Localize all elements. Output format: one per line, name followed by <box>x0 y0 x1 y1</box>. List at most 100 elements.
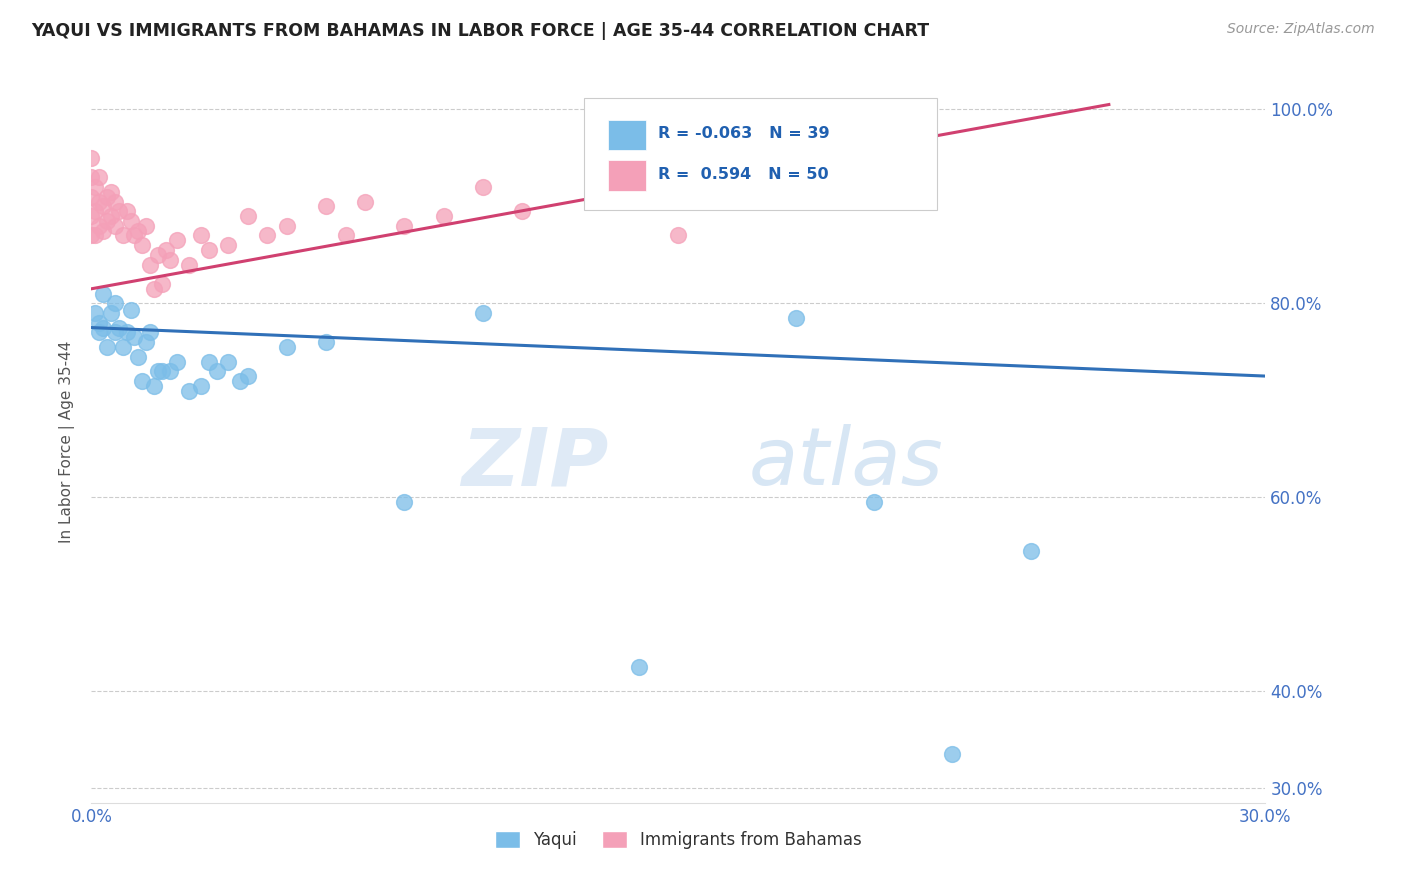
Point <box>197 243 219 257</box>
Point <box>190 378 212 392</box>
Point <box>89 194 111 209</box>
Point <box>80 151 103 165</box>
Point <box>666 228 689 243</box>
Point <box>229 374 252 388</box>
Point <box>335 228 357 243</box>
Point <box>89 316 111 330</box>
Point <box>104 296 127 310</box>
Point <box>84 228 107 243</box>
FancyBboxPatch shape <box>607 120 645 151</box>
Point <box>80 170 103 185</box>
Point <box>115 326 138 340</box>
Point <box>104 219 127 233</box>
Point <box>104 194 127 209</box>
Point <box>84 180 107 194</box>
Point <box>471 306 494 320</box>
Point <box>131 238 153 252</box>
Point <box>863 495 886 509</box>
Point <box>179 384 201 398</box>
Point <box>166 354 188 368</box>
Point <box>107 320 129 334</box>
Point <box>276 219 298 233</box>
Point <box>143 378 166 392</box>
Text: R = -0.063   N = 39: R = -0.063 N = 39 <box>658 126 830 141</box>
Point <box>256 228 278 243</box>
FancyBboxPatch shape <box>585 98 936 211</box>
Point <box>315 335 337 350</box>
Point <box>104 326 127 340</box>
Point <box>127 224 149 238</box>
Point <box>100 185 122 199</box>
Point <box>394 495 416 509</box>
Point <box>190 228 212 243</box>
Point <box>91 224 114 238</box>
Point <box>785 310 807 325</box>
Point <box>124 330 146 344</box>
Text: ZIP: ZIP <box>461 425 607 502</box>
Point <box>941 747 963 762</box>
Point <box>111 228 134 243</box>
Text: Source: ZipAtlas.com: Source: ZipAtlas.com <box>1227 22 1375 37</box>
Point <box>84 204 107 219</box>
Point <box>159 364 181 378</box>
Point <box>89 170 111 185</box>
Point <box>217 238 239 252</box>
Point <box>89 219 111 233</box>
Point <box>1019 543 1042 558</box>
Text: YAQUI VS IMMIGRANTS FROM BAHAMAS IN LABOR FORCE | AGE 35-44 CORRELATION CHART: YAQUI VS IMMIGRANTS FROM BAHAMAS IN LABO… <box>31 22 929 40</box>
Point <box>139 258 162 272</box>
Point <box>139 326 162 340</box>
Point <box>510 204 533 219</box>
Point <box>155 243 177 257</box>
Point <box>107 204 129 219</box>
Point <box>150 277 173 291</box>
Point <box>131 374 153 388</box>
Point <box>124 228 146 243</box>
Point <box>159 252 181 267</box>
Point <box>432 209 454 223</box>
Point <box>236 369 259 384</box>
Point <box>80 189 103 203</box>
Point <box>146 248 169 262</box>
Point <box>127 350 149 364</box>
Point <box>236 209 259 223</box>
Point <box>166 233 188 247</box>
Point <box>80 209 103 223</box>
Point <box>217 354 239 368</box>
Point <box>120 214 142 228</box>
Point <box>91 199 114 213</box>
Point <box>394 219 416 233</box>
Point <box>315 199 337 213</box>
Point <box>471 180 494 194</box>
Point <box>589 189 612 203</box>
Point <box>89 326 111 340</box>
Point <box>96 189 118 203</box>
Y-axis label: In Labor Force | Age 35-44: In Labor Force | Age 35-44 <box>59 341 76 542</box>
Point <box>146 364 169 378</box>
Point <box>354 194 377 209</box>
Text: atlas: atlas <box>749 425 943 502</box>
Point <box>120 303 142 318</box>
Point <box>197 354 219 368</box>
Point <box>135 335 157 350</box>
Point <box>96 340 118 354</box>
Point <box>115 204 138 219</box>
Point <box>135 219 157 233</box>
Point <box>84 306 107 320</box>
Point <box>96 214 118 228</box>
Point <box>100 209 122 223</box>
Point <box>179 258 201 272</box>
Text: R =  0.594   N = 50: R = 0.594 N = 50 <box>658 167 830 182</box>
Legend: Yaqui, Immigrants from Bahamas: Yaqui, Immigrants from Bahamas <box>488 824 869 856</box>
Point <box>111 340 134 354</box>
Point <box>80 228 103 243</box>
Point <box>91 320 114 334</box>
Point <box>91 286 114 301</box>
Point <box>143 282 166 296</box>
Point <box>100 306 122 320</box>
Point <box>150 364 173 378</box>
Point <box>276 340 298 354</box>
Point <box>205 364 228 378</box>
Point <box>628 660 651 674</box>
FancyBboxPatch shape <box>607 161 645 191</box>
